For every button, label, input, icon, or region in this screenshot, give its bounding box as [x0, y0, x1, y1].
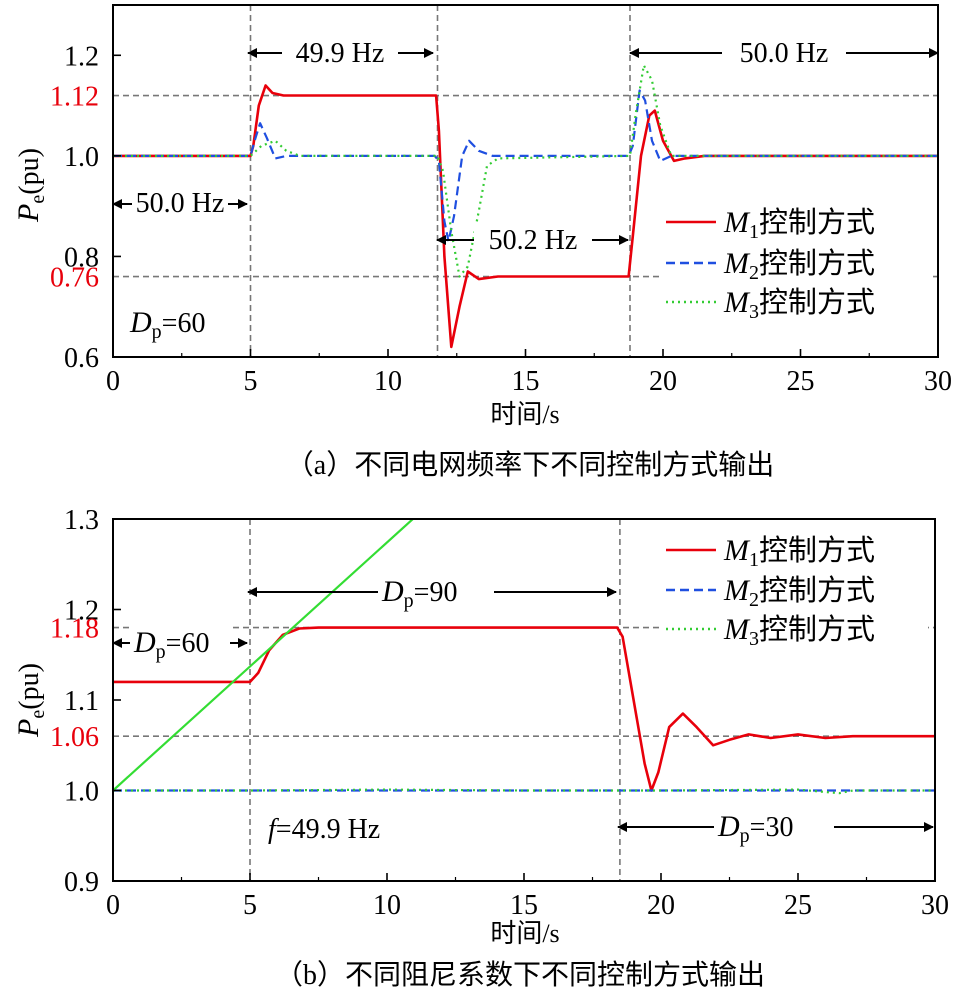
chart-a: 0 5 10 15 20 25 300.60.81.01.20.761.12 Pe(pu) … [12, 4, 952, 481]
series-line-b-m1 [113, 626, 935, 792]
y-tick-label-a: 1.0 [64, 142, 99, 173]
annotation-dp-a: Dp=60 [129, 306, 205, 343]
legend-label-m2-a: M2控制方式 [723, 247, 875, 284]
annotation-f-b: f=49.9 Hz [268, 814, 380, 845]
x-tick-label-a: 10 [374, 366, 402, 397]
x-axis-label-b: 时间/s [490, 919, 559, 948]
x-tick-label-a: 25 [787, 366, 815, 397]
legend-label-m1-a: M1控制方式 [723, 206, 875, 243]
annotation-dp1-b: Dp=60 [133, 626, 209, 663]
legend-label-m1-b: M1控制方式 [723, 534, 875, 571]
legend-a: M1控制方式 M2控制方式 M3控制方式 [660, 200, 930, 323]
annotation-dp2-b: Dp=90 [381, 575, 457, 612]
x-axis-label-a: 时间/s [490, 400, 559, 429]
caption-a: （a）不同电网频率下不同控制方式输出 [286, 449, 774, 481]
annotation-f-step2-a: 50.2 Hz [489, 225, 578, 256]
annotation-f-step3-a: 50.0 Hz [740, 38, 829, 69]
y-tick-label-b: 1.3 [64, 505, 99, 536]
y-tick-label-a: 1.2 [64, 41, 99, 72]
x-tick-label-b: 25 [784, 890, 812, 921]
y-tick-label-b: 1.0 [64, 777, 99, 808]
y-tick-label-highlight-b: 1.18 [50, 614, 99, 645]
y-tick-label-b: 1.2 [64, 596, 99, 627]
series-line-b-reference [113, 519, 415, 792]
ticks-b: 0 5 10 15 20 25 30 0.9 1.0 1.1 1.2 1.3 1.06 1.18 [50, 505, 949, 921]
x-tick-label-b: 0 [106, 890, 120, 921]
y-tick-label-highlight-a: 1.12 [50, 82, 99, 113]
y-axis-label-a: Pe(pu) [12, 148, 49, 223]
x-tick-label-a: 30 [924, 366, 952, 397]
annotation-f-start-a: 50.0 Hz [136, 188, 225, 219]
caption-b: （b）不同阻尼系数下不同控制方式输出 [275, 959, 765, 991]
x-tick-label-b: 20 [647, 890, 675, 921]
y-tick-label-a: 0.6 [64, 343, 99, 374]
x-tick-label-b: 30 [921, 890, 949, 921]
series-line-a-m1 [113, 84, 938, 349]
y-tick-label-highlight-a: 0.76 [50, 263, 99, 294]
y-tick-label-highlight-b: 1.06 [50, 722, 99, 753]
x-tick-label-a: 15 [512, 366, 540, 397]
legend-label-m3-a: M3控制方式 [723, 286, 875, 323]
y-tick-label-b: 1.1 [64, 686, 99, 717]
y-tick-label-a: 0.8 [64, 242, 99, 273]
x-tick-label-a: 5 [244, 366, 258, 397]
x-tick-label-b: 10 [373, 890, 401, 921]
y-tick-label-b: 0.9 [64, 867, 99, 898]
ticks-a: 0 5 10 15 20 25 30 0.6 0.8 1.0 1.2 0.76 1.12 [50, 41, 952, 397]
x-tick-label-a: 20 [649, 366, 677, 397]
legend-label-m3-b: M3控制方式 [723, 613, 875, 650]
legend-label-m2-b: M2控制方式 [723, 574, 875, 611]
annotation-f-step1-a: 49.9 Hz [296, 38, 385, 69]
series-line-a-m2 [113, 89, 938, 243]
y-axis-label-b: Pe(pu) [12, 663, 49, 738]
x-tick-label-b: 5 [243, 890, 257, 921]
legend-b: M1控制方式 M2控制方式 M3控制方式 [660, 528, 928, 650]
x-tick-label-b: 15 [510, 890, 538, 921]
x-tick-label-a: 0 [106, 366, 120, 397]
chart-b: 0 5 10 15 20 25 30 0.9 1.0 1.1 1.2 1.3 1.06 1.18 Pe(p… [12, 505, 949, 991]
series-group-b [113, 519, 935, 795]
annotation-dp3-b: Dp=30 [717, 810, 793, 847]
